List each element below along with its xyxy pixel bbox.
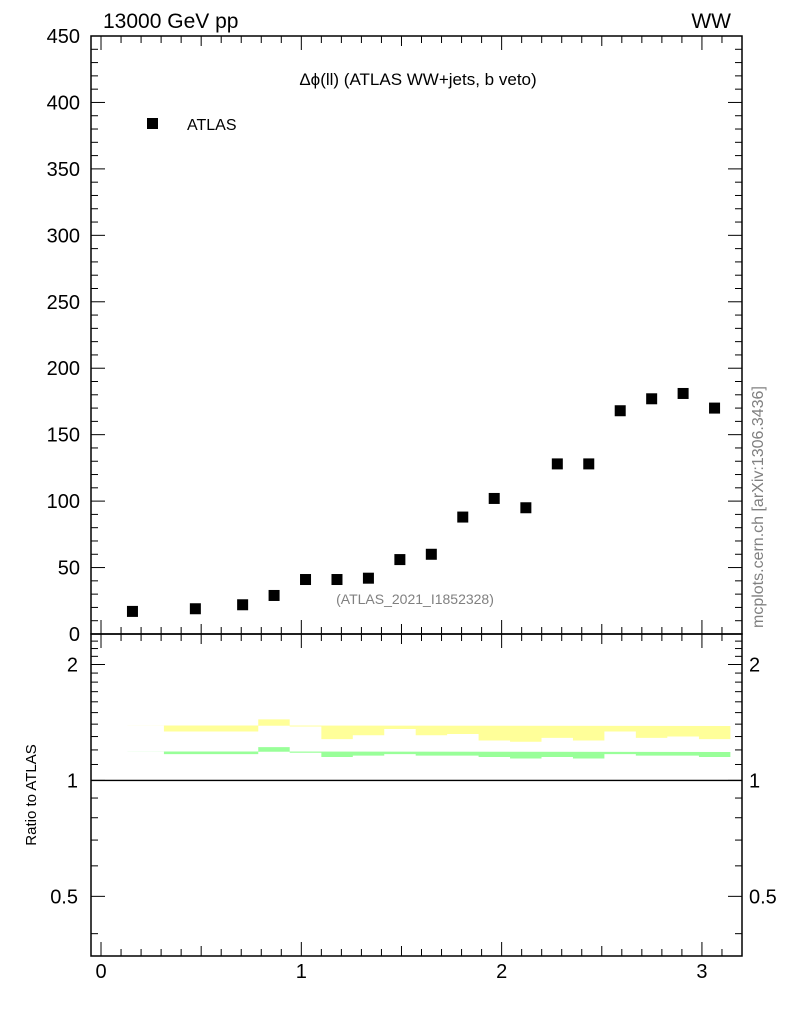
source-watermark: mcplots.cern.ch [arXiv:1306.3436] — [750, 386, 767, 628]
ratio-y-tick-label: 0.5 — [50, 886, 78, 908]
ratio-y-tick-label: 2 — [67, 654, 78, 676]
ratio-frame — [90, 633, 743, 957]
ratio-panel: 0.5 0.5 1 1 2 2 0 1 2 3 Ratio to ATLAS — [23, 633, 777, 983]
data-point — [677, 387, 689, 399]
main-axis-ticks — [91, 35, 743, 635]
data-point — [331, 574, 343, 586]
data-point — [300, 574, 312, 586]
outer-uncertainty-band — [101, 719, 731, 742]
analysis-id: (ATLAS_2021_I1852328) — [336, 591, 494, 607]
data-point — [394, 554, 406, 566]
y-tick-label: 350 — [47, 159, 80, 181]
ratio-y-tick-label: 1 — [67, 770, 78, 792]
x-tick-labels: 0 1 2 3 — [95, 961, 707, 983]
x-tick-label: 0 — [95, 961, 106, 983]
legend-label: ATLAS — [187, 117, 237, 134]
data-points — [126, 387, 721, 617]
data-point — [237, 599, 249, 611]
data-point — [520, 502, 532, 514]
data-point — [425, 548, 437, 560]
legend-marker — [147, 118, 158, 129]
x-tick-label: 2 — [496, 961, 507, 983]
data-point — [614, 405, 626, 417]
x-tick-label: 3 — [696, 961, 707, 983]
ratio-y-tick-labels: 0.5 0.5 1 1 2 2 — [50, 654, 777, 908]
y-tick-label: 50 — [58, 558, 80, 580]
y-tick-label: 0 — [69, 624, 80, 646]
data-point — [646, 393, 658, 405]
y-tick-label: 100 — [47, 491, 80, 513]
ratio-y-tick-label-right: 0.5 — [749, 886, 777, 908]
data-point — [126, 605, 138, 617]
inner-uncertainty-band — [101, 747, 731, 759]
ratio-bands — [101, 719, 731, 759]
data-point — [362, 572, 374, 584]
x-tick-label: 1 — [296, 961, 307, 983]
energy-label: 13000 GeV pp — [103, 10, 238, 33]
ratio-y-tick-label-right: 1 — [749, 770, 760, 792]
data-point — [189, 603, 201, 615]
ratio-axis-ticks — [91, 634, 743, 956]
main-y-tick-labels: 0 50 100 150 200 250 300 350 400 450 — [47, 26, 80, 646]
plot-title: Δϕ(ll) (ATLAS WW+jets, b veto) — [299, 70, 536, 89]
process-label: WW — [691, 10, 731, 33]
ratio-y-axis-title: Ratio to ATLAS — [23, 744, 40, 845]
data-point — [268, 589, 280, 601]
data-point — [457, 511, 469, 523]
ratio-y-tick-label-right: 2 — [749, 654, 760, 676]
y-tick-label: 150 — [47, 425, 80, 447]
y-tick-label: 450 — [47, 26, 80, 48]
y-tick-label: 250 — [47, 292, 80, 314]
data-point — [709, 402, 721, 414]
y-tick-label: 400 — [47, 92, 80, 114]
data-point — [551, 458, 563, 470]
data-point — [488, 492, 500, 504]
main-panel: 0 50 100 150 200 250 300 350 400 450 Δϕ(ll) (ATLA… — [47, 26, 743, 646]
data-point — [583, 458, 595, 470]
y-tick-label: 300 — [47, 225, 80, 247]
y-tick-label: 200 — [47, 358, 80, 380]
